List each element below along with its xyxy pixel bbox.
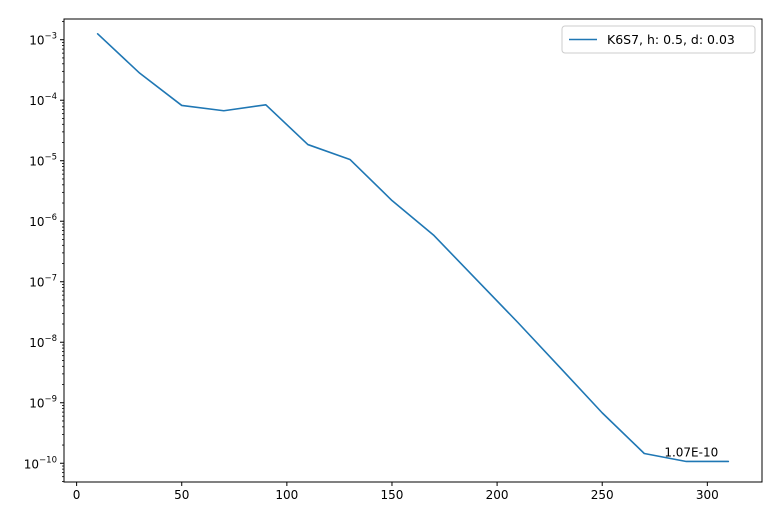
y-tick-label: 10−9 — [29, 395, 57, 411]
annotation-label: 1.07E-10 — [664, 445, 718, 459]
x-tick-label: 100 — [275, 488, 298, 502]
y-tick-label: 10−3 — [29, 32, 57, 48]
axes-frame — [63, 18, 763, 483]
y-tick-label: 10−5 — [29, 153, 57, 169]
y-tick-label: 10−8 — [29, 334, 57, 350]
series-layer — [96, 33, 730, 463]
y-tick-label: 10−7 — [29, 274, 57, 290]
x-tick-label: 250 — [591, 488, 614, 502]
x-tick-label: 300 — [696, 488, 719, 502]
series-line — [96, 33, 730, 463]
x-tick-label: 150 — [381, 488, 404, 502]
y-tick-label: 10−4 — [29, 92, 57, 108]
axis-ticks: 0 50 100 150 200 250 300 10−10 10−9 10−8 10−7 10−6 1… — [24, 21, 719, 502]
x-tick-label: 50 — [174, 488, 189, 502]
legend: K6S7, h: 0.5, d: 0.03 — [561, 25, 756, 54]
y-tick-label: 10−6 — [29, 213, 57, 229]
legend-box — [561, 25, 756, 54]
legend-label: K6S7, h: 0.5, d: 0.03 — [607, 32, 735, 47]
x-tick-label: 0 — [73, 488, 81, 502]
x-tick-label: 200 — [486, 488, 509, 502]
annotations: 1.07E-10 — [664, 445, 718, 459]
y-tick-label: 10−10 — [24, 455, 57, 471]
